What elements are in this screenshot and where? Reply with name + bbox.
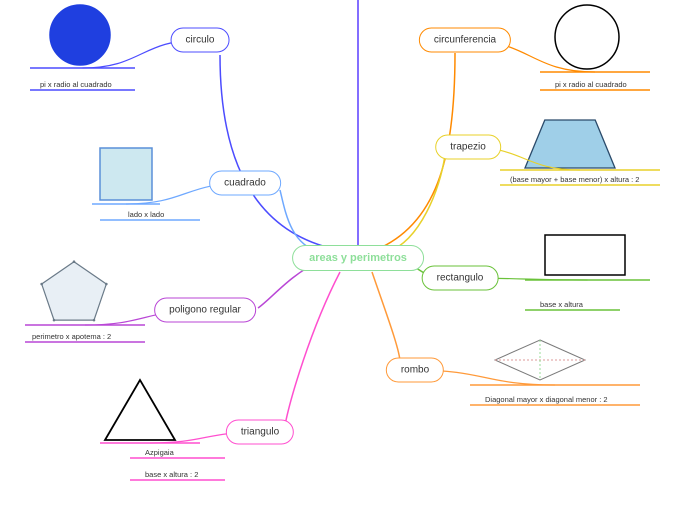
center-label: areas y perimetros (309, 252, 407, 264)
formula-rectangulo-0: base x altura (540, 300, 583, 309)
branch-node-cuadrado[interactable]: cuadrado (209, 171, 281, 196)
branch-node-triangulo[interactable]: triangulo (226, 420, 294, 445)
branch-label-trapezio: trapezio (450, 142, 486, 153)
center-node: areas y perimetros (292, 245, 424, 271)
branch-node-circulo[interactable]: circulo (171, 28, 230, 53)
formula-trapezio-0: (base mayor + base menor) x altura : 2 (510, 175, 639, 184)
branch-node-rombo[interactable]: rombo (386, 358, 444, 383)
branch-label-cuadrado: cuadrado (224, 178, 266, 189)
formula-poligono-0: perimetro x apotema : 2 (32, 332, 111, 341)
formula-circunferencia-0: pi x radio al cuadrado (555, 80, 627, 89)
branch-node-trapezio[interactable]: trapezio (435, 135, 501, 160)
formula-triangulo-1: base x altura : 2 (145, 470, 198, 479)
formula-cuadrado-0: lado x lado (128, 210, 164, 219)
branch-label-circunferencia: circunferencia (434, 35, 496, 46)
branch-label-rombo: rombo (401, 365, 429, 376)
branch-node-circunferencia[interactable]: circunferencia (419, 28, 511, 53)
mindmap-stage: { "canvas": { "width": 696, "height": 52… (0, 0, 696, 520)
branch-label-poligono: poligono regular (169, 305, 241, 316)
formula-circulo-0: pi x radio al cuadrado (40, 80, 112, 89)
formula-triangulo-0: Azpigaia (145, 448, 174, 457)
formula-rombo-0: Diagonal mayor x diagonal menor : 2 (485, 395, 608, 404)
branch-node-rectangulo[interactable]: rectangulo (422, 266, 499, 291)
branch-node-poligono[interactable]: poligono regular (154, 298, 256, 323)
branch-label-triangulo: triangulo (241, 427, 279, 438)
branch-label-rectangulo: rectangulo (437, 273, 484, 284)
branch-label-circulo: circulo (186, 35, 215, 46)
